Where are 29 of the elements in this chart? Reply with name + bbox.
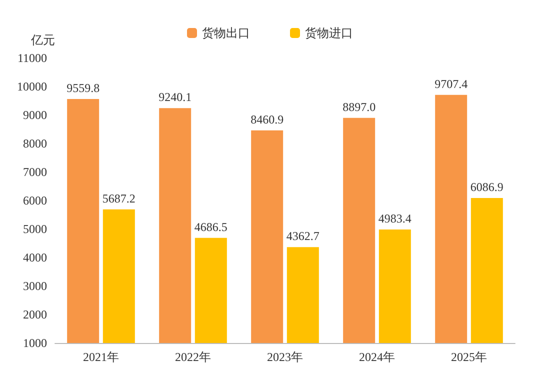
y-tick-label: 6000: [23, 194, 47, 208]
legend-label: 货物出口: [202, 26, 250, 40]
y-tick-label: 8000: [23, 136, 47, 150]
y-tick-label: 4000: [23, 250, 47, 264]
data-label: 5687.2: [102, 191, 136, 206]
x-tick-label: 2022年: [175, 350, 211, 364]
data-label: 8897.0: [342, 100, 376, 114]
y-tick-label: 7000: [23, 165, 47, 179]
legend-label: 货物进口: [305, 26, 353, 40]
data-label: 4362.7: [286, 229, 320, 244]
data-label: 9559.8: [66, 81, 100, 96]
y-tick-label: 9000: [23, 108, 47, 122]
data-label: 9707.4: [434, 76, 468, 91]
data-label: 4686.5: [194, 220, 228, 234]
data-label: 8460.9: [250, 112, 284, 126]
x-tick-label: 2023年: [267, 350, 303, 364]
y-tick-label: 11000: [17, 51, 47, 65]
y-tick-label: 3000: [23, 279, 47, 293]
x-tick-label: 2025年: [451, 350, 487, 364]
x-tick-label: 2021年: [83, 350, 119, 364]
data-label: 9240.1: [158, 90, 192, 104]
y-tick-label: 1000: [23, 336, 47, 350]
data-label: 4983.4: [378, 211, 412, 226]
y-axis-title: 亿元: [30, 33, 55, 47]
y-tick-label: 5000: [23, 222, 47, 236]
y-tick-label: 2000: [23, 308, 47, 322]
y-tick-label: 10000: [17, 80, 47, 94]
x-tick-label: 2024年: [359, 350, 395, 364]
data-label: 6086.9: [470, 180, 504, 194]
